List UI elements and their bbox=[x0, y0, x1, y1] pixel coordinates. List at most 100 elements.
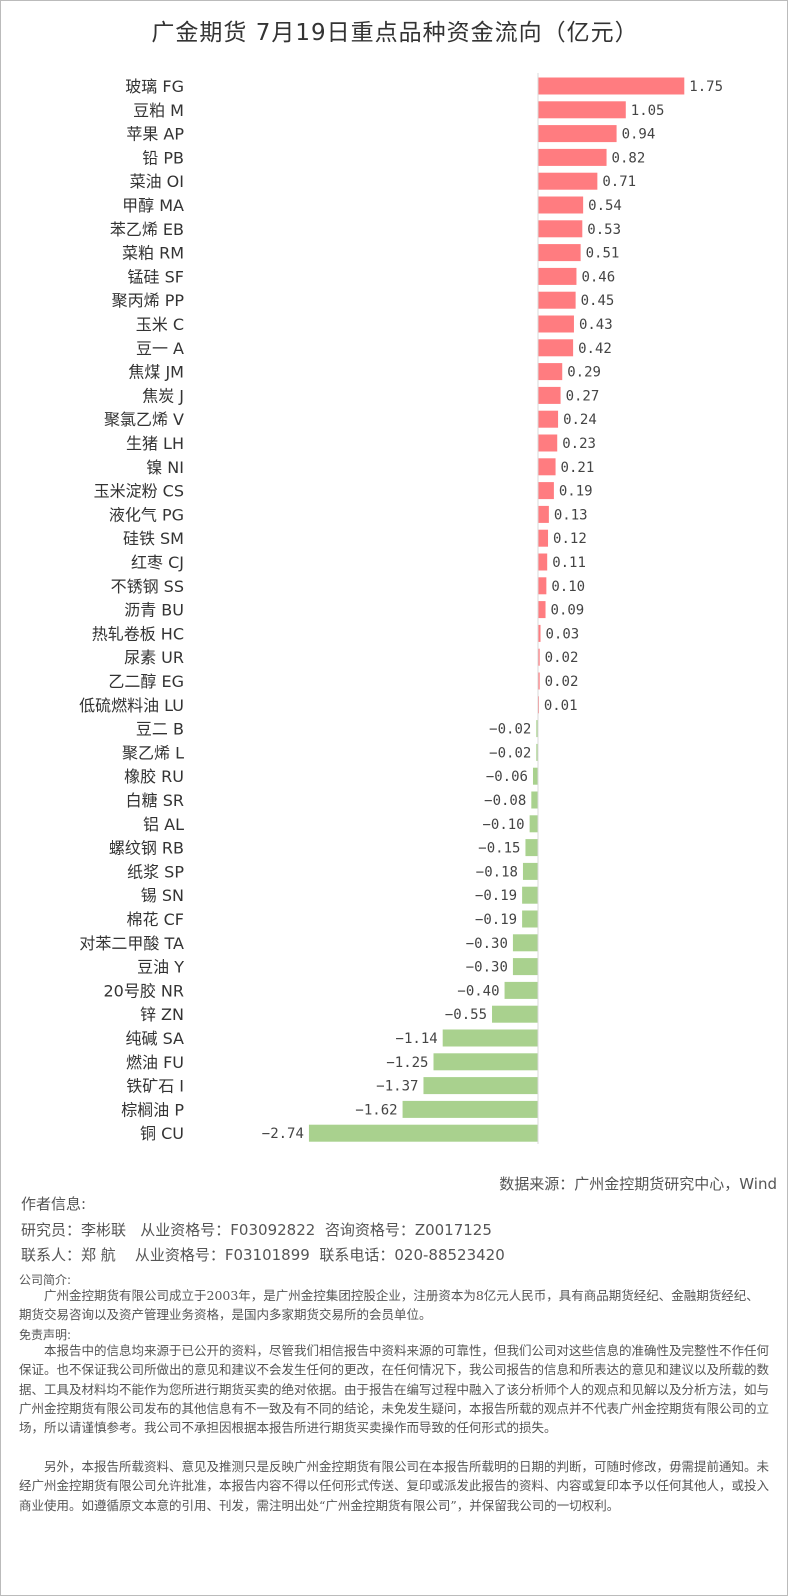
data-label: −0.10 bbox=[482, 817, 524, 833]
bar bbox=[538, 101, 626, 119]
data-label: 0.10 bbox=[551, 579, 585, 595]
bar bbox=[536, 743, 538, 761]
data-label: 0.45 bbox=[581, 293, 615, 309]
data-label: 0.23 bbox=[562, 436, 596, 452]
category-label: 棕榈油 P bbox=[121, 1100, 184, 1119]
data-label: 0.46 bbox=[581, 269, 615, 285]
category-label: 对苯二甲酸 TA bbox=[79, 934, 184, 953]
bar bbox=[538, 363, 563, 381]
chart-title: 广金期货 7月19日重点品种资金流向（亿元） bbox=[151, 20, 639, 46]
category-label: 低硫燃料油 LU bbox=[79, 696, 184, 715]
category-label: 聚丙烯 PP bbox=[112, 291, 185, 310]
bar bbox=[538, 386, 561, 404]
category-label: 玉米淀粉 CS bbox=[94, 482, 184, 501]
bar bbox=[538, 125, 617, 143]
category-label: 豆粕 M bbox=[133, 101, 184, 120]
bar bbox=[538, 672, 540, 690]
category-label: 铁矿石 I bbox=[126, 1077, 184, 1096]
data-label: 0.03 bbox=[546, 626, 580, 642]
bar bbox=[538, 410, 559, 428]
bar bbox=[522, 910, 538, 928]
data-label: 1.05 bbox=[631, 103, 665, 119]
data-label: −2.74 bbox=[262, 1126, 304, 1142]
data-label: 0.54 bbox=[588, 198, 622, 214]
bar bbox=[538, 648, 540, 666]
data-label: −1.62 bbox=[355, 1102, 397, 1118]
data-label: 0.02 bbox=[545, 674, 579, 690]
category-label: 液化气 PG bbox=[109, 505, 184, 524]
bar bbox=[512, 958, 538, 976]
bar bbox=[538, 624, 541, 642]
data-label: 0.82 bbox=[612, 150, 646, 166]
category-label: 锰硅 SF bbox=[128, 267, 184, 286]
data-label: −0.19 bbox=[475, 912, 517, 928]
data-label: 0.09 bbox=[551, 603, 585, 619]
data-label: 0.01 bbox=[544, 698, 578, 714]
data-source: 数据来源：广州金控期货研究中心，Wind bbox=[499, 1175, 777, 1193]
category-label: 菜油 OI bbox=[130, 172, 184, 191]
data-label: −0.40 bbox=[457, 983, 499, 999]
bar bbox=[512, 934, 538, 952]
bar bbox=[492, 1005, 538, 1023]
data-label: −0.55 bbox=[445, 1007, 487, 1023]
category-label: 聚乙烯 L bbox=[122, 743, 184, 762]
data-label: 0.21 bbox=[561, 460, 595, 476]
bar bbox=[504, 981, 538, 999]
data-label: 1.75 bbox=[689, 79, 723, 95]
data-label: −0.08 bbox=[484, 793, 526, 809]
bar bbox=[423, 1077, 538, 1095]
category-label: 乙二醇 EG bbox=[108, 672, 184, 691]
category-label: 玉米 C bbox=[136, 315, 184, 334]
data-label: 0.42 bbox=[578, 341, 612, 357]
bar bbox=[538, 291, 576, 309]
category-label: 纯碱 SA bbox=[126, 1029, 185, 1048]
category-label: 热轧卷板 HC bbox=[92, 624, 184, 643]
category-label: 燃油 FU bbox=[126, 1053, 184, 1072]
bar bbox=[538, 458, 556, 476]
data-label: 0.19 bbox=[559, 484, 593, 500]
category-label: 豆油 Y bbox=[137, 958, 184, 977]
data-label: −0.19 bbox=[475, 888, 517, 904]
bar bbox=[538, 529, 549, 547]
category-label: 铜 CU bbox=[140, 1124, 184, 1143]
bar bbox=[531, 791, 538, 809]
bar bbox=[538, 267, 577, 285]
data-label: 0.13 bbox=[554, 507, 588, 523]
data-label: −1.14 bbox=[396, 1031, 438, 1047]
disclaimer-p1: 本报告中的信息均来源于已公开的资料，尽管我们相信报告中资料来源的可靠性，但我们公… bbox=[19, 1343, 770, 1436]
data-label: −0.06 bbox=[486, 769, 528, 785]
bar bbox=[538, 577, 547, 595]
author-heading: 作者信息: bbox=[21, 1195, 87, 1213]
data-label: 0.24 bbox=[563, 412, 597, 428]
data-label: 0.29 bbox=[567, 365, 601, 381]
category-label: 焦煤 JM bbox=[128, 363, 184, 382]
bar bbox=[538, 601, 546, 619]
data-label: 0.11 bbox=[552, 555, 586, 571]
category-label: 沥青 BU bbox=[124, 601, 184, 620]
data-label: 0.27 bbox=[566, 388, 600, 404]
researcher-info: 研究员：李彬联 从业资格号：F03092822 咨询资格号：Z0017125 bbox=[21, 1221, 492, 1239]
category-label: 苯乙烯 EB bbox=[110, 220, 184, 239]
bar bbox=[402, 1100, 538, 1118]
category-label: 棉花 CF bbox=[127, 910, 184, 929]
bar bbox=[538, 148, 607, 166]
data-label: −0.02 bbox=[489, 722, 531, 738]
category-label: 镍 NI bbox=[146, 458, 184, 477]
data-label: 0.12 bbox=[553, 531, 587, 547]
bar bbox=[538, 339, 574, 357]
category-label: 不锈钢 SS bbox=[111, 577, 184, 596]
category-label: 20号胶 NR bbox=[103, 981, 184, 1000]
bar bbox=[538, 77, 685, 95]
category-label: 苹果 AP bbox=[126, 125, 184, 144]
category-label: 硅铁 SM bbox=[123, 529, 184, 548]
category-label: 铝 AL bbox=[143, 815, 184, 834]
category-label: 菜粕 RM bbox=[122, 244, 184, 263]
category-label: 橡胶 RU bbox=[124, 767, 184, 786]
category-label: 白糖 SR bbox=[126, 791, 184, 810]
company-text: 广州金控期货有限公司成立于2003年，是广州金控集团控股企业，注册资本为8亿元人… bbox=[19, 1288, 759, 1323]
category-label: 尿素 UR bbox=[124, 648, 184, 667]
bar-chart: 玻璃 FG 1.75 豆粕 M 1.05 苹果 AP 0.94 铅 PB 0.82 菜油 OI 0… bbox=[79, 73, 723, 1144]
data-label: −0.15 bbox=[478, 841, 520, 857]
category-label: 玻璃 FG bbox=[125, 77, 184, 96]
